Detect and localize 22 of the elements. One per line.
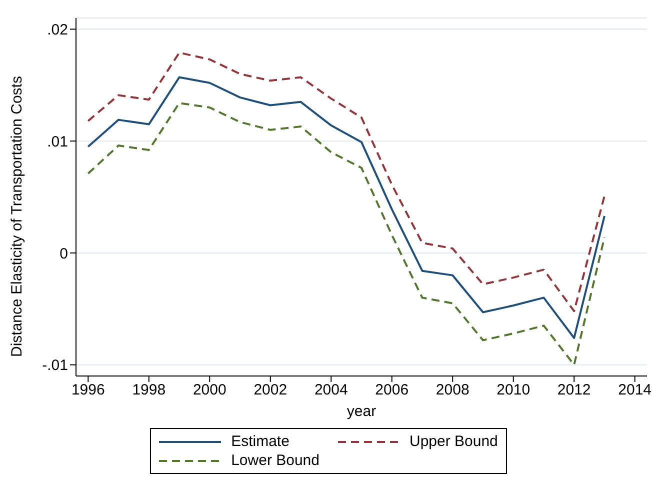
line-series	[87, 76, 606, 339]
y-tick-label: .02	[47, 22, 68, 39]
x-tick-label: 2006	[375, 382, 409, 399]
x-tick-label: 2000	[192, 382, 226, 399]
line-series	[87, 52, 606, 312]
legend-label: Upper Bound	[410, 433, 498, 450]
x-tick-label: 2014	[618, 382, 652, 399]
x-tick-label: 1996	[71, 382, 105, 399]
y-axis-title: Distance Elasticity of Transportation Costs	[8, 76, 26, 357]
y-tick-label: 0	[60, 245, 68, 262]
x-tick-label: 1998	[132, 382, 166, 399]
y-tick-label: -.01	[42, 357, 68, 374]
y-tick-label: .01	[47, 133, 68, 150]
x-tick-label: 2010	[496, 382, 530, 399]
x-axis-title: year	[346, 403, 376, 420]
x-tick-label: 2008	[436, 382, 470, 399]
legend-label: Estimate	[231, 433, 290, 450]
legend-label: Lower Bound	[231, 452, 320, 469]
x-tick-label: 2012	[557, 382, 591, 399]
x-tick-label: 2004	[314, 382, 348, 399]
x-tick-label: 2002	[254, 382, 288, 399]
line-series	[87, 102, 606, 366]
